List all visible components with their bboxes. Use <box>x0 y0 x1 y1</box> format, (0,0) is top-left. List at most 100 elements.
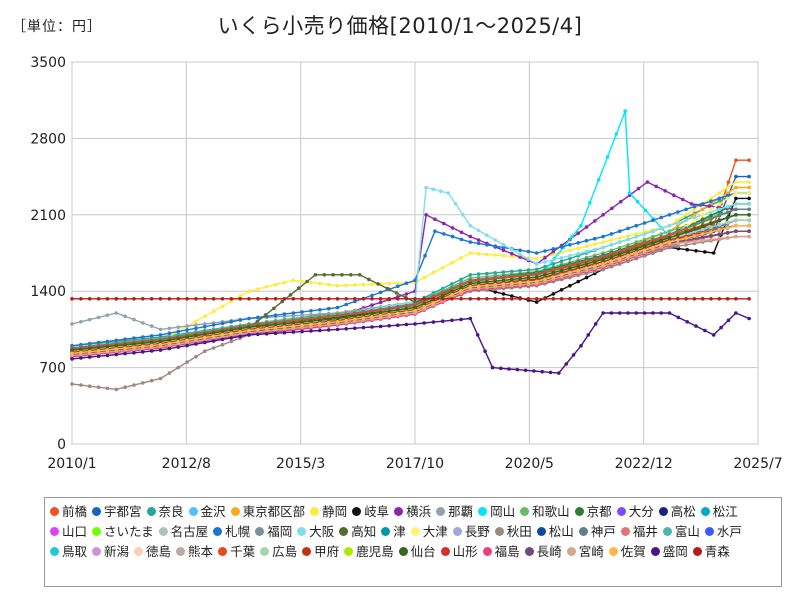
data-point <box>396 323 400 328</box>
legend-item: 山口 <box>50 522 87 541</box>
data-point <box>220 329 225 334</box>
data-point <box>576 251 580 256</box>
data-point <box>396 281 400 286</box>
data-point <box>468 316 473 321</box>
legend-label: 京都 <box>586 504 612 519</box>
data-point <box>692 204 697 209</box>
data-point <box>642 232 647 236</box>
data-point <box>141 350 145 354</box>
data-point <box>485 283 489 288</box>
data-point <box>123 343 127 347</box>
data-point <box>344 318 349 323</box>
data-point <box>185 360 189 364</box>
data-point <box>247 316 251 321</box>
data-point <box>601 213 605 217</box>
legend-label: 山口 <box>62 524 88 539</box>
data-point <box>114 338 119 343</box>
legend-marker <box>608 547 618 556</box>
data-point <box>667 235 672 240</box>
data-point <box>70 322 74 326</box>
data-point <box>619 199 623 204</box>
data-point <box>593 242 597 246</box>
data-point <box>79 350 83 355</box>
data-point <box>659 311 663 315</box>
data-point <box>149 340 154 345</box>
data-point <box>726 318 731 323</box>
data-point <box>534 251 539 255</box>
data-point <box>331 273 335 277</box>
data-point <box>433 229 437 233</box>
data-point <box>282 312 287 316</box>
legend-marker <box>410 527 420 536</box>
data-point <box>584 244 589 248</box>
data-point <box>685 247 689 252</box>
legend-label: 仙台 <box>410 544 436 559</box>
legend-marker <box>176 547 186 556</box>
data-point <box>353 297 357 301</box>
legend-label: 和歌山 <box>532 504 570 519</box>
legend-label: 津 <box>393 524 406 539</box>
data-point <box>132 317 136 322</box>
data-point <box>476 297 481 301</box>
data-point <box>413 309 417 313</box>
data-point <box>450 318 454 323</box>
data-point <box>626 311 630 315</box>
data-point <box>586 333 591 337</box>
data-point <box>709 213 713 218</box>
data-point <box>526 257 531 261</box>
data-point <box>273 282 278 287</box>
data-point <box>357 273 362 277</box>
data-point <box>709 230 713 234</box>
y-tick-label: 700 <box>39 361 66 377</box>
data-point <box>515 367 520 372</box>
legend-item: 長崎 <box>524 542 562 561</box>
data-point <box>264 323 269 328</box>
data-point <box>576 241 580 245</box>
data-point <box>344 283 349 288</box>
legend-marker <box>92 527 102 536</box>
x-tick-label: 2010/1 <box>47 456 96 472</box>
legend-marker <box>578 527 588 536</box>
data-point <box>468 223 473 228</box>
data-point <box>634 251 639 255</box>
data-point <box>238 330 242 334</box>
data-point <box>711 251 716 255</box>
series-佐賀 <box>70 223 751 356</box>
data-point <box>203 297 207 301</box>
data-point <box>659 238 663 243</box>
legend-marker <box>478 507 488 516</box>
legend-marker <box>158 527 168 536</box>
data-point <box>247 328 251 333</box>
data-point <box>651 229 655 233</box>
data-point <box>568 297 572 301</box>
data-point <box>493 283 498 287</box>
legend-marker <box>310 507 320 516</box>
data-point <box>211 346 216 350</box>
data-point <box>626 226 630 231</box>
data-point <box>194 342 198 346</box>
data-point <box>318 308 322 312</box>
data-point <box>87 355 92 359</box>
data-point <box>132 297 136 301</box>
data-point <box>370 282 374 287</box>
data-point <box>282 325 287 329</box>
data-point <box>493 238 498 242</box>
data-point <box>501 270 506 274</box>
data-point <box>431 187 436 192</box>
legend-label: 静岡 <box>322 504 348 519</box>
data-point <box>593 297 597 301</box>
data-point <box>335 305 340 310</box>
data-point <box>551 258 556 262</box>
data-point <box>747 207 751 212</box>
data-point <box>651 234 655 239</box>
legend-item: 仙台 <box>398 542 436 561</box>
legend-item: 札幌 <box>213 522 250 541</box>
data-point <box>158 342 163 347</box>
data-point <box>141 321 145 325</box>
data-point <box>725 210 730 215</box>
legend-marker <box>352 507 362 516</box>
data-point <box>300 329 304 334</box>
data-point <box>450 289 454 294</box>
data-point <box>725 230 730 235</box>
data-point <box>684 230 688 234</box>
